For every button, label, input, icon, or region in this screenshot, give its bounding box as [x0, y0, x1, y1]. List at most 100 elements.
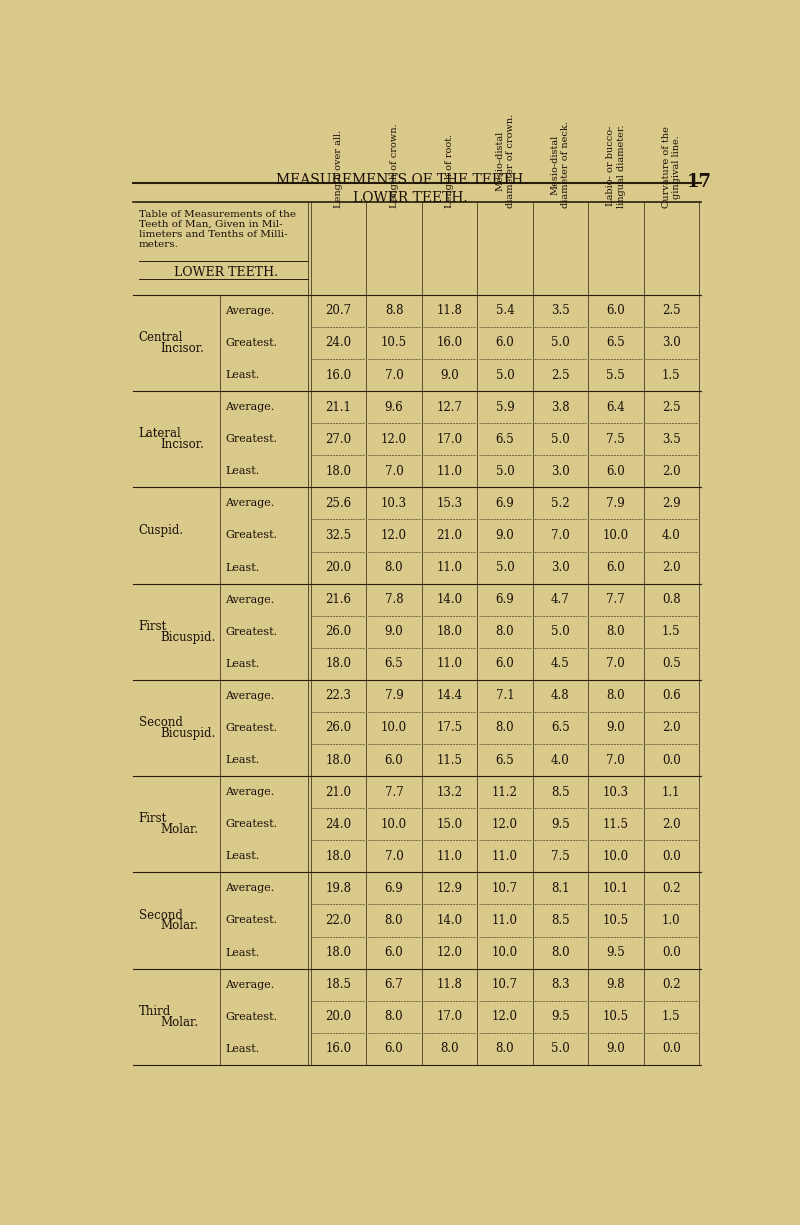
Text: 6.5: 6.5 — [495, 753, 514, 767]
Text: 6.0: 6.0 — [606, 464, 626, 478]
Text: 11.0: 11.0 — [437, 561, 462, 575]
Text: 11.0: 11.0 — [437, 658, 462, 670]
Text: Least.: Least. — [226, 370, 260, 380]
Text: 8.3: 8.3 — [551, 978, 570, 991]
Text: 11.8: 11.8 — [437, 304, 462, 317]
Text: 12.0: 12.0 — [492, 818, 518, 831]
Text: 10.7: 10.7 — [492, 978, 518, 991]
Text: 11.2: 11.2 — [492, 785, 518, 799]
Text: 8.0: 8.0 — [496, 1042, 514, 1055]
Text: 0.0: 0.0 — [662, 753, 681, 767]
Text: Incisor.: Incisor. — [161, 342, 204, 355]
Text: 15.0: 15.0 — [437, 818, 462, 831]
Text: meters.: meters. — [138, 240, 178, 249]
Text: 3.8: 3.8 — [551, 401, 570, 414]
Text: Table of Measurements of the: Table of Measurements of the — [138, 211, 296, 219]
Text: LOWER TEETH.: LOWER TEETH. — [353, 191, 467, 205]
Text: 16.0: 16.0 — [326, 369, 351, 381]
Text: 6.7: 6.7 — [385, 978, 403, 991]
Text: 17.5: 17.5 — [437, 722, 462, 735]
Text: 17.0: 17.0 — [437, 1011, 462, 1023]
Text: Labio- or bucco-
lingual diameter.: Labio- or bucco- lingual diameter. — [606, 124, 626, 208]
Text: Bicuspid.: Bicuspid. — [161, 726, 216, 740]
Text: 12.7: 12.7 — [437, 401, 462, 414]
Text: 7.7: 7.7 — [606, 593, 626, 606]
Text: 11.0: 11.0 — [437, 464, 462, 478]
Text: Average.: Average. — [226, 980, 275, 990]
Text: Least.: Least. — [226, 1044, 260, 1054]
Text: Central: Central — [138, 331, 183, 344]
Text: 2.0: 2.0 — [662, 722, 681, 735]
Text: Average.: Average. — [226, 402, 275, 412]
Text: 3.5: 3.5 — [662, 432, 681, 446]
Text: 14.0: 14.0 — [437, 593, 462, 606]
Text: 8.1: 8.1 — [551, 882, 570, 895]
Text: 5.4: 5.4 — [495, 304, 514, 317]
Text: Teeth of Man, Given in Mil-: Teeth of Man, Given in Mil- — [138, 220, 282, 229]
Text: 10.0: 10.0 — [603, 850, 629, 862]
Text: 15.3: 15.3 — [437, 497, 462, 510]
Text: 26.0: 26.0 — [326, 722, 351, 735]
Text: 21.0: 21.0 — [437, 529, 462, 541]
Text: 7.0: 7.0 — [551, 529, 570, 541]
Text: 12.0: 12.0 — [381, 529, 407, 541]
Text: 0.2: 0.2 — [662, 978, 681, 991]
Text: Average.: Average. — [226, 306, 275, 316]
Text: 3.5: 3.5 — [551, 304, 570, 317]
Text: Greatest.: Greatest. — [226, 915, 278, 925]
Text: 1.5: 1.5 — [662, 1011, 681, 1023]
Text: 25.6: 25.6 — [326, 497, 351, 510]
Text: 2.5: 2.5 — [662, 304, 681, 317]
Text: 9.6: 9.6 — [385, 401, 403, 414]
Text: 7.0: 7.0 — [606, 753, 626, 767]
Text: 6.0: 6.0 — [385, 946, 403, 959]
Text: 11.0: 11.0 — [492, 914, 518, 927]
Text: 6.5: 6.5 — [385, 658, 403, 670]
Text: 8.0: 8.0 — [385, 1011, 403, 1023]
Text: 5.0: 5.0 — [551, 432, 570, 446]
Text: 22.0: 22.0 — [326, 914, 351, 927]
Text: Average.: Average. — [226, 883, 275, 893]
Text: 11.5: 11.5 — [437, 753, 462, 767]
Text: 4.8: 4.8 — [551, 690, 570, 702]
Text: 7.0: 7.0 — [606, 658, 626, 670]
Text: 20.7: 20.7 — [326, 304, 351, 317]
Text: 11.0: 11.0 — [437, 850, 462, 862]
Text: Molar.: Molar. — [161, 919, 198, 932]
Text: 10.7: 10.7 — [492, 882, 518, 895]
Text: 9.0: 9.0 — [495, 529, 514, 541]
Text: 8.0: 8.0 — [385, 561, 403, 575]
Text: 2.0: 2.0 — [662, 561, 681, 575]
Text: 8.0: 8.0 — [606, 690, 625, 702]
Text: 8.8: 8.8 — [385, 304, 403, 317]
Text: 8.5: 8.5 — [551, 914, 570, 927]
Text: 8.5: 8.5 — [551, 785, 570, 799]
Text: 7.8: 7.8 — [385, 593, 403, 606]
Text: 2.0: 2.0 — [662, 818, 681, 831]
Text: Third: Third — [138, 1004, 171, 1018]
Text: 11.8: 11.8 — [437, 978, 462, 991]
Text: 8.0: 8.0 — [440, 1042, 458, 1055]
Text: 7.9: 7.9 — [606, 497, 626, 510]
Text: 7.0: 7.0 — [385, 369, 403, 381]
Text: 9.5: 9.5 — [606, 946, 626, 959]
Text: 21.6: 21.6 — [326, 593, 351, 606]
Text: Greatest.: Greatest. — [226, 723, 278, 733]
Text: 18.0: 18.0 — [437, 625, 462, 638]
Text: 6.4: 6.4 — [606, 401, 626, 414]
Text: 10.3: 10.3 — [381, 497, 407, 510]
Text: 13.2: 13.2 — [437, 785, 462, 799]
Text: First: First — [138, 812, 167, 826]
Text: 8.0: 8.0 — [496, 625, 514, 638]
Text: 10.0: 10.0 — [492, 946, 518, 959]
Text: 17: 17 — [686, 173, 712, 191]
Text: 6.5: 6.5 — [495, 432, 514, 446]
Text: Mesio-distal
diameter of crown.: Mesio-distal diameter of crown. — [495, 114, 514, 208]
Text: 9.8: 9.8 — [606, 978, 625, 991]
Text: 3.0: 3.0 — [551, 561, 570, 575]
Text: Incisor.: Incisor. — [161, 439, 204, 451]
Text: 7.7: 7.7 — [385, 785, 403, 799]
Text: Mesio-distal
diameter of neck.: Mesio-distal diameter of neck. — [550, 121, 570, 208]
Text: 5.0: 5.0 — [551, 625, 570, 638]
Text: 18.0: 18.0 — [326, 850, 351, 862]
